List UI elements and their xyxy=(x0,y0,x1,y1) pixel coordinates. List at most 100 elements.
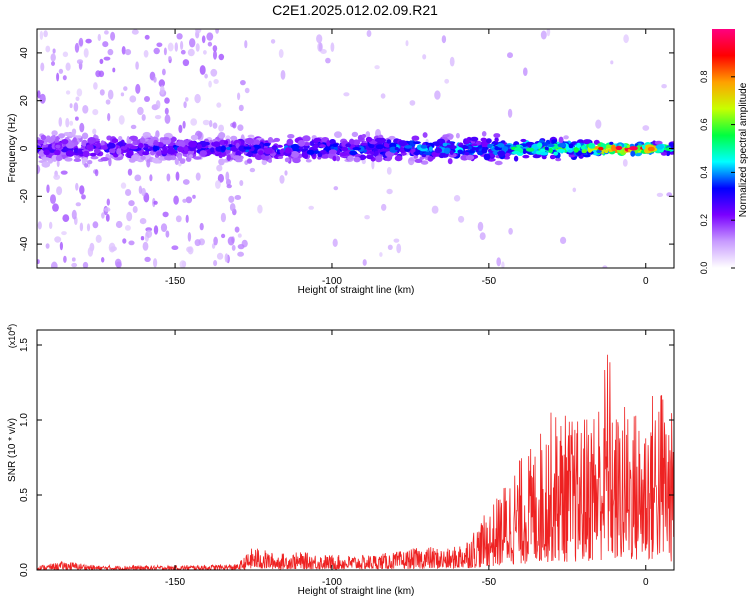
spectrogram-noise-mark xyxy=(195,172,201,181)
spectrogram-noise-mark xyxy=(444,78,450,84)
spectrogram-band-mark xyxy=(129,145,139,150)
spectrogram-noise-mark xyxy=(65,62,71,71)
spectrogram-band-mark xyxy=(87,160,93,165)
spectrogram-noise-mark xyxy=(330,42,335,52)
spectrogram-noise-mark xyxy=(237,244,245,250)
spectrogram-noise-mark xyxy=(523,67,528,76)
spectrogram-band-mark xyxy=(129,135,138,141)
spectrogram-band-mark xyxy=(557,143,567,148)
spectrogram-noise-mark xyxy=(145,229,153,238)
spectrogram-band-mark xyxy=(583,139,591,145)
spectrogram-band-mark xyxy=(51,130,58,137)
spectrogram-noise-mark xyxy=(82,105,89,114)
spectrogram-band-mark xyxy=(349,150,358,156)
spectrogram-band-mark xyxy=(142,151,150,156)
spectrogram-noise-mark xyxy=(108,157,112,167)
spectrogram-band-mark xyxy=(246,158,253,164)
spectrogram-noise-mark xyxy=(78,37,84,47)
spectrogram-noise-mark xyxy=(622,159,628,167)
spectrogram-noise-mark xyxy=(209,120,213,128)
spectrogram-noise-mark xyxy=(183,101,187,109)
spectrogram-noise-mark xyxy=(371,160,375,170)
spectrogram-band-mark xyxy=(611,144,616,152)
spectrogram-noise-mark xyxy=(87,246,94,257)
spectrogram-noise-mark xyxy=(386,167,392,175)
spectrogram-band-mark xyxy=(581,148,587,154)
spectrogram-band-mark xyxy=(329,139,336,144)
spectrogram-band-mark xyxy=(438,152,445,159)
spectrogram-noise-mark xyxy=(92,128,97,135)
spectrogram-noise-mark xyxy=(422,54,427,60)
spectrogram-band-mark xyxy=(64,157,73,162)
page-title: C2E1.2025.012.02.09.R21 xyxy=(272,2,438,18)
spectrogram-band-mark xyxy=(286,138,294,146)
spectrogram-noise-mark xyxy=(99,58,104,65)
spectrogram-band-mark xyxy=(394,155,403,162)
spectrogram-band-mark xyxy=(162,140,171,145)
spectrogram-noise-mark xyxy=(623,34,629,44)
spectrogram-band-mark xyxy=(420,160,429,165)
snr-y-tick-label: 0.0 xyxy=(19,563,30,577)
spectrogram-band-mark xyxy=(292,157,301,164)
spectrogram-noise-mark xyxy=(216,102,222,108)
spectrogram-noise-mark xyxy=(332,238,338,247)
spectrogram-band-mark xyxy=(190,134,199,141)
snr-y-multiplier: (x104) xyxy=(7,324,18,348)
spectrogram-noise-mark xyxy=(61,231,67,236)
spectrogram-noise-mark xyxy=(207,41,213,47)
spectrogram-noise-mark xyxy=(333,186,339,191)
spectrogram-band-mark xyxy=(525,147,535,152)
spectrogram-band-mark xyxy=(118,136,123,141)
spectrogram-noise-mark xyxy=(215,180,221,189)
spectrogram-band-mark xyxy=(551,139,558,143)
spectrogram-band-mark xyxy=(199,150,207,157)
spectrogram-band-mark xyxy=(400,151,407,156)
spectrogram-band-mark xyxy=(540,151,549,156)
spectrogram-band-mark xyxy=(38,149,45,157)
spectrogram-band-mark xyxy=(501,146,509,152)
spectrogram-band-mark xyxy=(55,144,61,149)
snr-x-axis-label: Height of straight line (km) xyxy=(298,586,415,597)
spectrogram-noise-mark xyxy=(63,255,67,263)
spectrogram-band-mark xyxy=(284,157,290,163)
spectrogram-noise-mark xyxy=(107,48,114,56)
spectrogram-noise-mark xyxy=(71,209,77,220)
spectrogram-band-mark xyxy=(442,134,450,138)
spectrogram-band-mark xyxy=(339,152,348,157)
spectrogram-band-mark xyxy=(90,152,97,157)
spectrogram-noise-mark xyxy=(508,227,513,235)
spectrogram-noise-mark xyxy=(239,180,244,186)
spectrogram-noise-mark xyxy=(69,120,74,126)
spectrogram-noise-mark xyxy=(642,125,650,131)
spectrogram-noise-mark xyxy=(37,221,42,230)
spectrogram-band-mark xyxy=(462,145,469,150)
spectrogram-noise-mark xyxy=(320,49,327,54)
spectrogram-band-mark xyxy=(42,142,48,146)
spectrogram-noise-mark xyxy=(560,236,567,244)
spectrogram-noise-mark xyxy=(58,117,63,127)
spectrogram-noise-mark xyxy=(164,107,169,115)
spectrogram-band-mark xyxy=(224,140,229,145)
spectrogram-noise-mark xyxy=(232,121,237,129)
snr-plot-frame xyxy=(36,329,675,571)
spectrogram-band-mark xyxy=(555,157,562,162)
spectrogram-noise-mark xyxy=(137,106,144,116)
spectrogram-band-mark xyxy=(90,155,99,160)
spectrogram-band-mark xyxy=(188,140,198,148)
spectrogram-noise-mark xyxy=(43,30,48,38)
spectrogram-noise-mark xyxy=(225,171,230,182)
spectrogram-noise-mark xyxy=(496,257,502,267)
spectrogram-noise-mark xyxy=(213,236,218,246)
spectrogram-noise-mark xyxy=(71,262,78,268)
spectrogram-noise-mark xyxy=(73,102,79,112)
spectrogram-noise-mark xyxy=(92,109,99,116)
spectrogram-band-mark xyxy=(493,133,501,138)
spectrogram-noise-mark xyxy=(71,257,76,262)
spectrogram-heatmap xyxy=(37,29,674,268)
spectrogram-band-mark xyxy=(413,141,421,145)
spectrogram-noise-mark xyxy=(217,173,224,183)
spectrogram-band-mark xyxy=(596,149,602,154)
spectrogram-x-tick-label: -50 xyxy=(482,276,497,287)
spectrogram-band-mark xyxy=(65,150,75,157)
snr-x-tick-label: 0 xyxy=(643,577,649,588)
